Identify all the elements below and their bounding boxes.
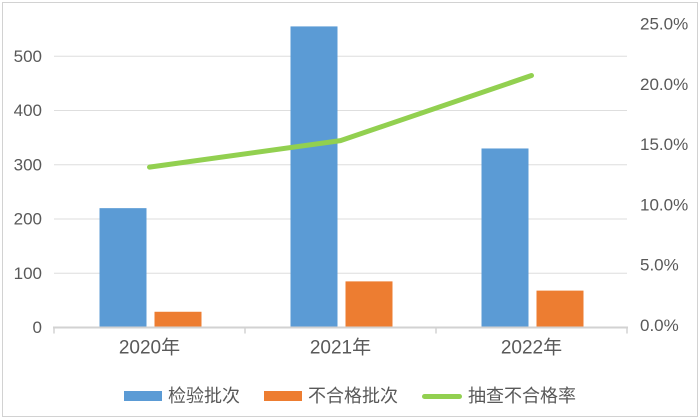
rate-line: [147, 73, 534, 170]
left-axis-label: 100: [14, 264, 42, 283]
right-axis-label: 25.0%: [640, 15, 688, 34]
left-axis-label: 400: [14, 101, 42, 120]
x-axis-label: 2021年: [310, 337, 371, 359]
inspection-batches-swatch-icon: [124, 391, 162, 401]
unqualified-rate-line-swatch-icon: [422, 393, 462, 399]
left-axis-label: 500: [14, 47, 42, 66]
x-axis-label: 2022年: [501, 337, 562, 359]
legend-item-inspection-batches: 检验批次: [124, 387, 240, 405]
chart-legend: 检验批次 不合格批次 抽查不合格率: [0, 387, 700, 405]
right-axis-label: 15.0%: [640, 135, 688, 154]
legend-label: 检验批次: [168, 386, 240, 406]
bar-1-1: [345, 281, 393, 328]
right-axis-label: 5.0%: [640, 256, 679, 275]
legend-label: 不合格批次: [308, 386, 398, 406]
left-axis-label: 200: [14, 210, 42, 229]
legend-item-unqualified-batches: 不合格批次: [264, 387, 398, 405]
right-axis-label: 10.0%: [640, 195, 688, 214]
left-axis-label: 0: [33, 318, 42, 337]
bar-0-0: [99, 208, 147, 328]
bar-0-1: [290, 26, 338, 328]
right-axis-label: 20.0%: [640, 75, 688, 94]
right-axis-label: 0.0%: [640, 316, 679, 335]
unqualified-batches-swatch-icon: [264, 391, 302, 401]
legend-item-unqualified-rate: 抽查不合格率: [422, 387, 576, 405]
bar-1-2: [536, 290, 584, 328]
bar-0-2: [481, 148, 529, 328]
bar-1-0: [154, 311, 202, 328]
left-axis-label: 300: [14, 155, 42, 174]
x-axis-label: 2020年: [119, 337, 180, 359]
legend-label: 抽查不合格率: [468, 386, 576, 406]
